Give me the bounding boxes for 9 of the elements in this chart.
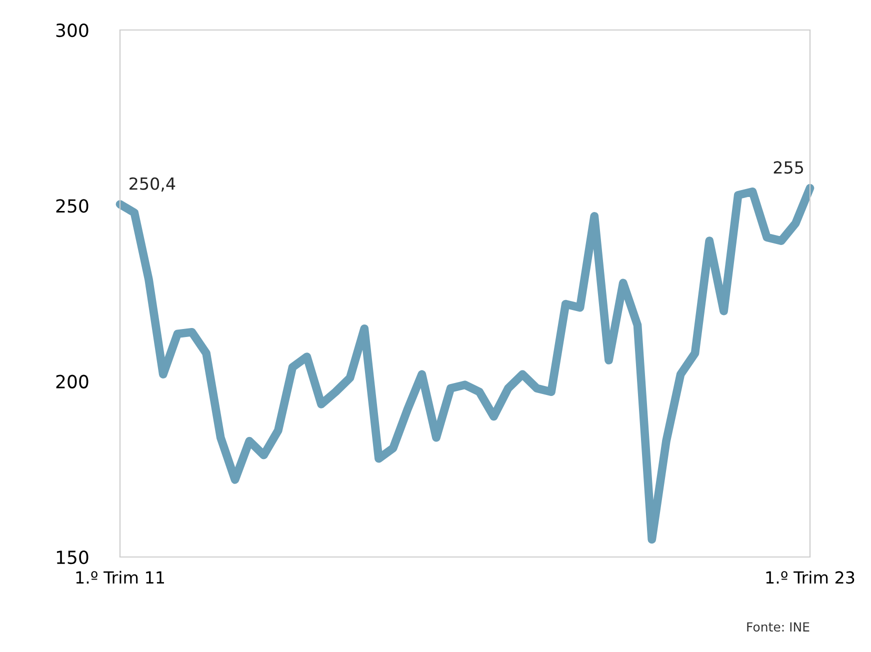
y-tick-label: 250: [56, 199, 88, 213]
y-tick-label: 150: [56, 550, 88, 564]
data-label: 250,4: [130, 177, 176, 192]
y-tick-label: 200: [56, 374, 88, 388]
x-tick-label: 1.º Trim 23: [766, 570, 854, 584]
x-tick-label: 1.º Trim 11: [76, 570, 164, 584]
y-tick-label: 300: [56, 23, 88, 38]
data-label: 255: [774, 161, 803, 174]
source-note: Fonte: INE: [747, 622, 810, 632]
